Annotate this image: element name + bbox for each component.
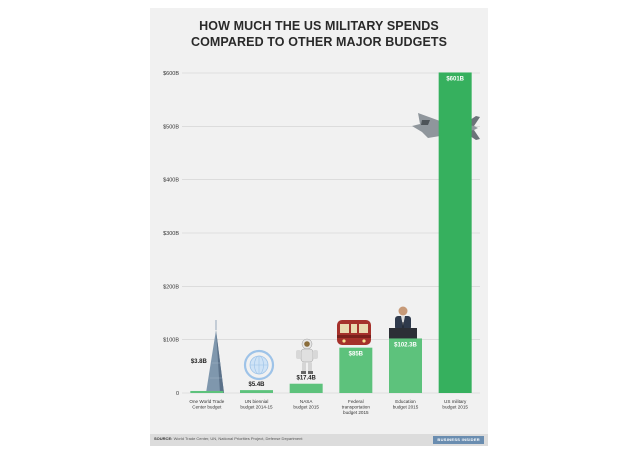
bar-chart: $3.8B $5.4B $17.4B $85B $102.3B $601B 0 $100B $… <box>163 71 480 415</box>
chart-title-line-1: HOW MUCH THE US MILITARY SPENDS <box>199 19 439 33</box>
y-tick-label: $300B <box>163 231 179 237</box>
x-category-label: Center budget <box>192 405 222 410</box>
bar <box>190 390 224 393</box>
x-category-label: Education <box>395 399 416 404</box>
footer-bar: SOURCE: World Trade Center, UN, National… <box>150 434 488 446</box>
chart-title-line-2: COMPARED TO OTHER MAJOR BUDGETS <box>190 35 448 49</box>
chart-title: HOW MUCH THE US MILITARY SPENDS COMPARED… <box>150 18 488 50</box>
bar <box>240 390 273 393</box>
x-category-label: budget 2015 <box>393 405 419 410</box>
astronaut-icon <box>296 338 318 374</box>
y-tick-label: $100B <box>163 338 179 344</box>
source-label: SOURCE: <box>154 436 173 441</box>
x-category-label: One World Trade <box>189 399 224 404</box>
bar-value-label: $5.4B <box>248 382 265 388</box>
bar-value-label: $17.4B <box>296 376 316 382</box>
bar <box>438 72 472 393</box>
x-category-label: budget 2015 <box>442 405 468 410</box>
un-emblem-icon <box>243 349 275 381</box>
bar <box>389 338 422 393</box>
y-tick-label: 0 <box>176 391 179 397</box>
x-category-label: NASA <box>300 399 313 404</box>
y-tick-label: $600B <box>163 71 179 77</box>
x-category-label: UN biennial <box>245 399 269 404</box>
x-category-label: budget 2014-15 <box>240 405 273 410</box>
x-category-label: Federal <box>348 399 364 404</box>
source-text: World Trade Center, UN, National Priorit… <box>173 436 303 441</box>
x-category-label: US military <box>444 399 467 404</box>
y-tick-label: $400B <box>163 178 179 184</box>
source-note: SOURCE: World Trade Center, UN, National… <box>154 436 302 441</box>
subway-train-icon <box>337 320 371 345</box>
bar-value-label: $85B <box>349 352 364 358</box>
x-category-label: transportation <box>342 405 371 410</box>
y-tick-label: $500B <box>163 124 179 130</box>
gridlines <box>182 72 480 394</box>
bars-layer: $3.8B $5.4B $17.4B $85B $102.3B $601B <box>190 72 472 393</box>
icons-layer <box>206 106 480 393</box>
bar-value-label: $601B <box>446 76 464 82</box>
bar-value-label: $3.8B <box>191 359 208 365</box>
x-category-label: budget 2015 <box>343 410 369 415</box>
bar-value-label: $102.3B <box>394 342 417 348</box>
speaker-at-podium-icon <box>389 306 417 342</box>
skyscraper-icon <box>206 320 224 393</box>
infographic-card: HOW MUCH THE US MILITARY SPENDS COMPARED… <box>150 8 488 446</box>
y-tick-label: $200B <box>163 284 179 290</box>
brand-logo: BUSINESS INSIDER <box>433 436 484 444</box>
axis-layer: 0 $100B $200B $300B $400B $500B $600B One World… <box>163 71 468 415</box>
bar <box>289 383 323 393</box>
x-category-label: budget 2015 <box>293 405 319 410</box>
bar <box>339 347 373 393</box>
